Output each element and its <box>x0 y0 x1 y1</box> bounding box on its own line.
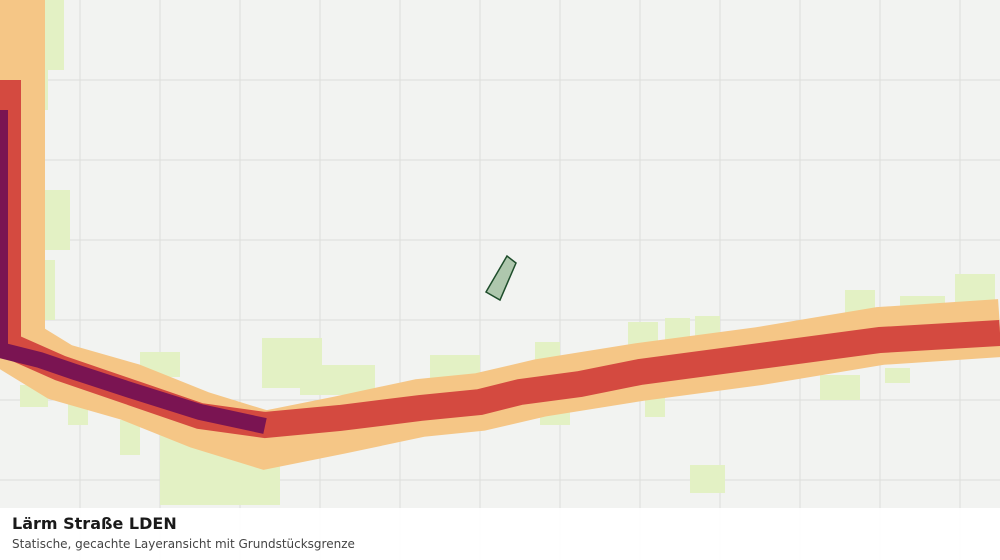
map-title: Lärm Straße LDEN <box>12 514 177 533</box>
caption-panel: Lärm Straße LDEN Statische, gecachte Lay… <box>0 508 1000 560</box>
noise-bands <box>0 0 1000 470</box>
parcel-boundary <box>484 254 517 302</box>
map-subtitle: Statische, gecachte Layeransicht mit Gru… <box>12 537 355 551</box>
